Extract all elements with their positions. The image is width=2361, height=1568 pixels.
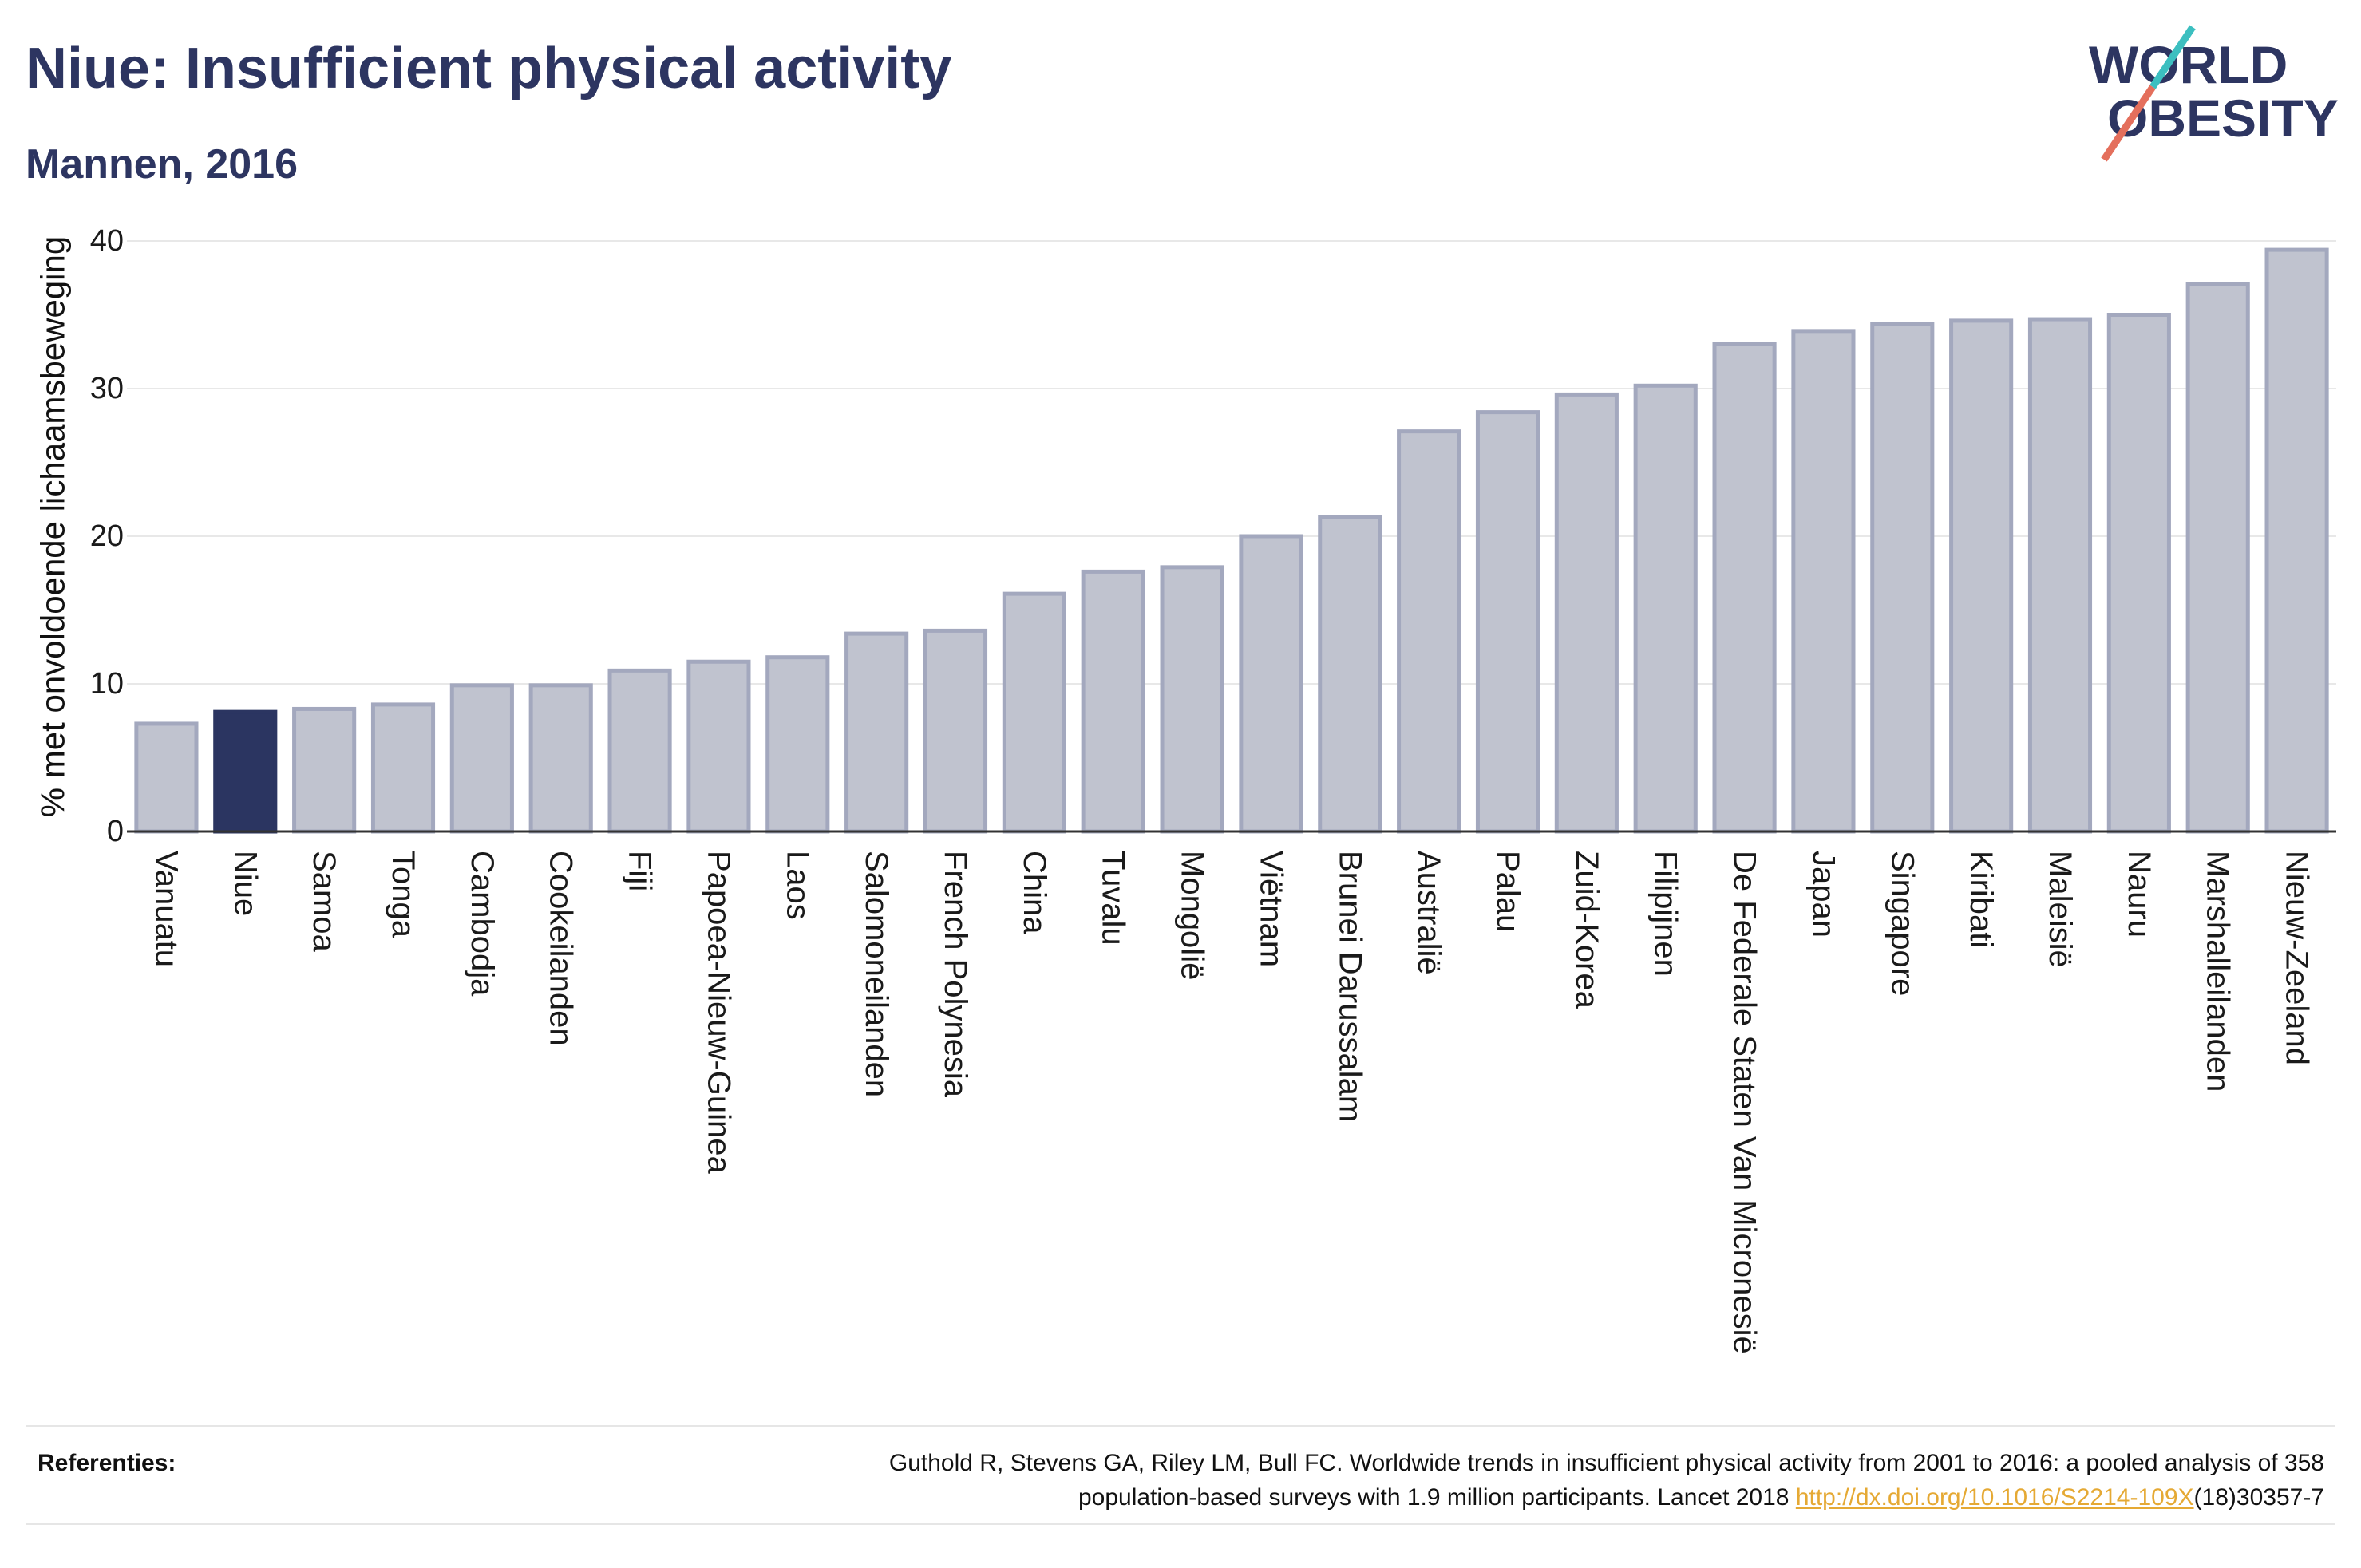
bar bbox=[528, 683, 593, 834]
bar bbox=[923, 628, 988, 834]
bar bbox=[1870, 322, 1935, 834]
bar bbox=[1002, 591, 1066, 834]
x-tick-label: De Federale Staten Van Micronesië bbox=[1727, 851, 1762, 1354]
x-tick-label: Cambodja bbox=[465, 851, 500, 997]
bar bbox=[2185, 282, 2250, 834]
logo-word-world: WORLD bbox=[2089, 35, 2288, 94]
x-tick-label: Salomoneilanden bbox=[859, 851, 894, 1097]
x-tick-label: Marshalleilanden bbox=[2201, 851, 2236, 1092]
x-tick-label: Australië bbox=[1411, 851, 1446, 975]
citation: Guthold R, Stevens GA, Riley LM, Bull FC… bbox=[889, 1446, 2324, 1515]
bar bbox=[1949, 318, 2014, 834]
x-tick-label: Laos bbox=[780, 851, 815, 920]
world-obesity-logo: WORLD OBESITY bbox=[2089, 25, 2339, 162]
bar bbox=[370, 702, 436, 834]
bar-chart: 0 10 20 30 40 Vanuatu Niue Samoa Tonga Cambodja C… bbox=[34, 224, 2336, 1354]
bar bbox=[1160, 565, 1224, 834]
bar bbox=[765, 655, 830, 834]
x-tick-label: Nieuw-Zeeland bbox=[2280, 851, 2315, 1065]
x-tick-label: Japan bbox=[1805, 851, 1841, 938]
y-tick-label: 0 bbox=[107, 815, 124, 848]
y-axis-title: % met onvoldoende lichaamsbeweging bbox=[34, 236, 72, 817]
x-tick-label: Zuid-Korea bbox=[1569, 851, 1604, 1009]
x-tick-label: Papoea-Nieuw-Guinea bbox=[701, 851, 736, 1174]
bar bbox=[449, 683, 514, 834]
doi-link[interactable]: http://dx.doi.org/10.1016/S2214-109X bbox=[1795, 1484, 2194, 1511]
bar bbox=[1318, 515, 1382, 834]
x-tick-label: China bbox=[1017, 851, 1052, 934]
bar bbox=[1239, 534, 1303, 834]
x-tick-label: Cookeilanden bbox=[544, 851, 579, 1046]
bar bbox=[2264, 247, 2329, 834]
bar bbox=[1081, 569, 1145, 834]
y-tick-labels: 0 10 20 30 40 bbox=[90, 224, 124, 848]
x-tick-label: Nauru bbox=[2122, 851, 2157, 938]
bar bbox=[134, 721, 199, 834]
y-tick-label: 10 bbox=[90, 667, 124, 701]
bars bbox=[134, 247, 2329, 834]
x-tick-label: Palau bbox=[1490, 851, 1525, 932]
citation-line-1: Guthold R, Stevens GA, Riley LM, Bull FC… bbox=[888, 1450, 2324, 1476]
citation-line-2-text: population-based surveys with 1.9 millio… bbox=[1078, 1484, 1790, 1511]
references-footer: Referenties: Guthold R, Stevens GA, Rile… bbox=[26, 1425, 2335, 1525]
citation-suffix: (18)30357-7 bbox=[2193, 1484, 2324, 1511]
y-tick-label: 20 bbox=[90, 519, 124, 553]
x-tick-label: Niue bbox=[227, 851, 263, 916]
bar bbox=[2027, 317, 2093, 834]
x-tick-label: Vanuatu bbox=[148, 851, 184, 967]
bar bbox=[1397, 429, 1461, 834]
x-tick-label: Filipijnen bbox=[1648, 851, 1683, 977]
bar bbox=[844, 631, 909, 834]
x-tick-label: Brunei Darussalam bbox=[1332, 851, 1367, 1122]
logo-slash-bottom bbox=[2101, 85, 2156, 162]
bar bbox=[607, 668, 672, 834]
bar bbox=[1712, 342, 1777, 834]
x-tick-labels: Vanuatu Niue Samoa Tonga Cambodja Cookeilande… bbox=[148, 851, 2314, 1354]
bar bbox=[1554, 392, 1619, 834]
bar-highlighted bbox=[213, 709, 278, 834]
x-tick-label: Singapore bbox=[1884, 851, 1920, 996]
x-tick-label: Samoa bbox=[306, 851, 342, 952]
x-tick-label: French Polynesia bbox=[938, 851, 973, 1098]
page-subtitle: Mannen, 2016 bbox=[26, 141, 299, 188]
bar bbox=[686, 659, 751, 834]
logo-slash-top bbox=[2149, 25, 2196, 89]
y-tick-label: 40 bbox=[90, 224, 124, 258]
x-tick-label: Mongolië bbox=[1175, 851, 1210, 980]
page-title: Niue: Insufficient physical activity bbox=[26, 37, 952, 101]
x-tick-label: Viëtnam bbox=[1253, 851, 1288, 967]
bar bbox=[1791, 329, 1856, 834]
bar bbox=[1633, 383, 1698, 834]
references-label: Referenties: bbox=[38, 1450, 176, 1476]
citation-line-2: population-based surveys with 1.9 millio… bbox=[889, 1480, 2324, 1515]
bar bbox=[1475, 410, 1540, 834]
x-tick-label: Maleisië bbox=[2043, 851, 2078, 968]
x-tick-label: Tonga bbox=[386, 851, 421, 938]
x-tick-label: Tuvalu bbox=[1096, 851, 1131, 946]
y-tick-label: 30 bbox=[90, 372, 124, 405]
x-tick-label: Kiribati bbox=[1964, 851, 1999, 948]
x-tick-label: Fiji bbox=[623, 851, 658, 891]
bar bbox=[2106, 313, 2171, 834]
bar bbox=[292, 706, 357, 834]
